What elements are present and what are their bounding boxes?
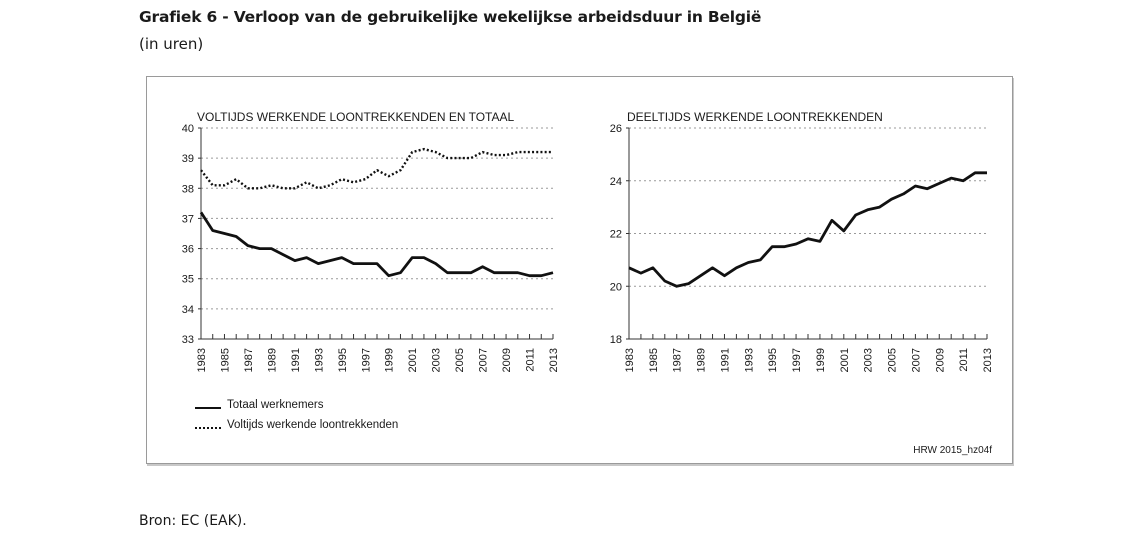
right-y-tick-label: 22 (610, 229, 622, 241)
legend-label-totaal: Totaal werknemers (227, 399, 324, 411)
right-y-tick-label: 26 (610, 123, 622, 135)
left-y-tick-label: 34 (182, 304, 194, 316)
legend-swatch-solid (195, 407, 221, 409)
right-x-tick-label: 2003 (863, 348, 875, 372)
left-panel-title: VOLTIJDS WERKENDE LOONTREKKENDEN EN TOTA… (197, 110, 515, 124)
right-x-tick-label: 2005 (887, 348, 899, 372)
left-y-tick-label: 37 (182, 213, 194, 225)
right-x-tick-label: 2007 (910, 348, 922, 372)
left-x-tick-label: 2007 (478, 348, 490, 372)
left-x-tick-label: 1993 (313, 348, 325, 372)
left-x-tick-label: 1985 (219, 348, 231, 372)
left-x-tick-label: 1983 (196, 348, 208, 372)
right-x-tick-label: 1989 (696, 348, 708, 372)
right-x-tick-label: 2001 (839, 348, 851, 372)
left-y-tick-label: 39 (182, 153, 194, 165)
left-x-tick-label: 1989 (266, 348, 278, 372)
left-y-tick-label: 35 (182, 274, 194, 286)
left-x-tick-label: 2011 (525, 348, 537, 372)
left-y-tick-label: 40 (182, 123, 194, 135)
left-x-tick-label: 2013 (548, 348, 560, 372)
left-x-tick-label: 1991 (290, 348, 302, 372)
right-x-tick-label: 1985 (648, 348, 660, 372)
legend-swatch-dotted (195, 427, 221, 429)
right-x-tick-label: 1987 (672, 348, 684, 372)
source-note: Bron: EC (EAK). (139, 513, 247, 529)
series-voltijds-line (200, 147, 553, 190)
chart-figure-subtitle: (in uren) (139, 35, 204, 53)
left-x-tick-label: 1995 (337, 348, 349, 372)
chart-frame: VOLTIJDS WERKENDE LOONTREKKENDEN EN TOTA… (146, 76, 1013, 464)
figure-code: HRW 2015_hz04f (913, 445, 992, 456)
right-x-tick-label: 2009 (934, 348, 946, 372)
right-x-tick-label: 1983 (624, 348, 636, 372)
right-y-tick-label: 24 (610, 176, 622, 188)
left-x-tick-label: 2005 (454, 348, 466, 372)
left-x-tick-label: 2001 (407, 348, 419, 372)
right-x-tick-label: 1999 (815, 348, 827, 372)
series-deeltijds-line (628, 171, 987, 288)
right-x-tick-label: 1997 (791, 348, 803, 372)
series-totaal-line (199, 211, 554, 278)
right-panel-title: DEELTIJDS WERKENDE LOONTREKKENDEN (627, 110, 883, 124)
chart-figure-title: Grafiek 6 - Verloop van de gebruikelijke… (139, 8, 762, 26)
right-x-tick-label: 2011 (958, 348, 970, 372)
left-y-tick-label: 36 (182, 244, 194, 256)
left-y-tick-label: 33 (182, 334, 194, 346)
right-x-tick-label: 1993 (743, 348, 755, 372)
left-y-tick-label: 38 (182, 183, 194, 195)
left-x-tick-label: 1999 (384, 348, 396, 372)
right-x-tick-label: 2013 (982, 348, 994, 372)
right-x-tick-label: 1995 (767, 348, 779, 372)
right-x-tick-label: 1991 (719, 348, 731, 372)
legend-label-voltijds: Voltijds werkende loontrekkenden (227, 419, 399, 431)
right-y-tick-label: 20 (610, 281, 622, 293)
left-x-tick-label: 2003 (431, 348, 443, 372)
left-x-tick-label: 1997 (360, 348, 372, 372)
left-x-tick-label: 2009 (501, 348, 513, 372)
charts-svg: VOLTIJDS WERKENDE LOONTREKKENDEN EN TOTA… (182, 110, 994, 372)
right-y-tick-label: 18 (610, 334, 622, 346)
left-x-tick-label: 1987 (243, 348, 255, 372)
